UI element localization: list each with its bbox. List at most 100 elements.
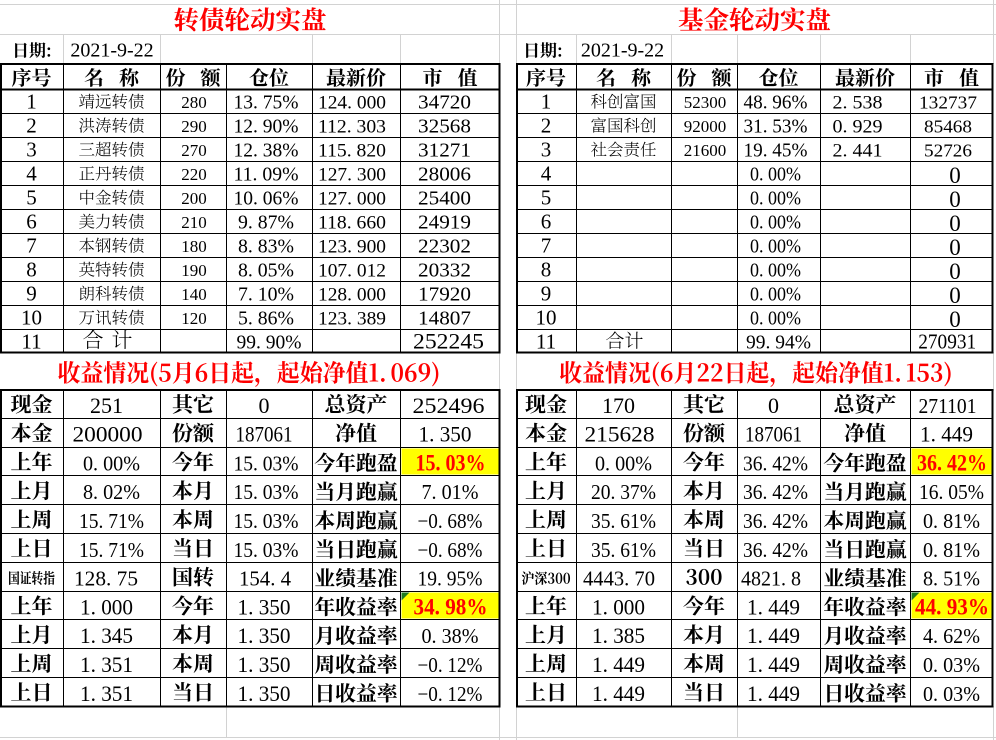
- svg-text:0. 00%: 0. 00%: [750, 212, 801, 234]
- svg-text:6: 6: [26, 210, 37, 234]
- svg-text:0: 0: [949, 163, 961, 188]
- svg-text:0. 03%: 0. 03%: [923, 682, 980, 706]
- svg-text:3: 3: [26, 138, 37, 162]
- svg-text:2021-9-22: 2021-9-22: [581, 40, 664, 62]
- svg-text:−0. 68%: −0. 68%: [418, 538, 483, 562]
- svg-text:31. 53%: 31. 53%: [744, 116, 808, 138]
- svg-text:220: 220: [181, 165, 207, 184]
- svg-text:280: 280: [181, 93, 207, 112]
- svg-text:20. 37%: 20. 37%: [591, 480, 656, 504]
- svg-text:15. 71%: 15. 71%: [79, 509, 144, 533]
- svg-text:154. 4: 154. 4: [239, 567, 291, 591]
- svg-text:24919: 24919: [418, 212, 471, 234]
- svg-text:290: 290: [181, 117, 207, 136]
- svg-text:252496: 252496: [413, 393, 485, 418]
- svg-text:9: 9: [541, 282, 552, 306]
- svg-text:36. 42%: 36. 42%: [917, 450, 987, 475]
- svg-text:15. 71%: 15. 71%: [79, 538, 144, 562]
- svg-text:0: 0: [949, 187, 961, 212]
- svg-text:1. 350: 1. 350: [419, 422, 472, 447]
- svg-text:190: 190: [181, 261, 207, 280]
- svg-text:2: 2: [541, 114, 552, 138]
- svg-text:1. 351: 1. 351: [80, 681, 133, 706]
- svg-text:11: 11: [21, 330, 41, 354]
- svg-text:4. 62%: 4. 62%: [923, 624, 980, 648]
- svg-text:7: 7: [541, 234, 552, 258]
- svg-text:115. 820: 115. 820: [318, 141, 386, 162]
- svg-text:0. 00%: 0. 00%: [83, 451, 140, 475]
- svg-text:10: 10: [536, 306, 557, 330]
- svg-text:12. 90%: 12. 90%: [234, 116, 299, 138]
- svg-text:252245: 252245: [413, 329, 484, 354]
- svg-text:22302: 22302: [418, 236, 471, 258]
- svg-text:17920: 17920: [418, 284, 471, 306]
- svg-text:−0. 12%: −0. 12%: [418, 653, 483, 677]
- svg-text:127. 300: 127. 300: [318, 165, 386, 186]
- svg-text:15. 03%: 15. 03%: [234, 509, 299, 533]
- svg-text:8: 8: [26, 258, 37, 282]
- svg-text:5: 5: [541, 186, 552, 210]
- svg-text:1. 350: 1. 350: [238, 594, 291, 619]
- svg-text:10: 10: [21, 306, 42, 330]
- svg-text:0. 929: 0. 929: [833, 117, 883, 138]
- svg-text:36. 42%: 36. 42%: [743, 538, 808, 562]
- svg-text:0. 00%: 0. 00%: [595, 451, 652, 475]
- svg-text:4821. 8: 4821. 8: [741, 567, 801, 591]
- svg-text:2021-9-22: 2021-9-22: [70, 40, 153, 62]
- svg-text:0: 0: [259, 393, 270, 418]
- svg-text:4443. 70: 4443. 70: [583, 567, 655, 591]
- svg-text:28006: 28006: [418, 164, 471, 186]
- svg-text:120: 120: [181, 309, 207, 328]
- svg-text:0: 0: [949, 307, 961, 332]
- svg-text:8: 8: [541, 258, 552, 282]
- svg-text:1. 385: 1. 385: [592, 623, 645, 648]
- svg-text:251: 251: [90, 393, 123, 418]
- svg-text:0. 00%: 0. 00%: [750, 236, 801, 258]
- svg-text:124. 000: 124. 000: [318, 93, 386, 114]
- svg-text:1. 345: 1. 345: [80, 623, 133, 648]
- svg-text:2: 2: [26, 114, 37, 138]
- svg-text:200000: 200000: [73, 422, 143, 447]
- svg-text:15. 03%: 15. 03%: [234, 480, 299, 504]
- svg-text:1: 1: [26, 90, 37, 114]
- svg-text:8. 02%: 8. 02%: [83, 480, 140, 504]
- svg-text:270: 270: [181, 141, 207, 160]
- svg-text:36. 42%: 36. 42%: [743, 451, 808, 475]
- svg-text:12. 38%: 12. 38%: [234, 140, 299, 162]
- svg-text:140: 140: [181, 285, 207, 304]
- svg-text:1. 350: 1. 350: [238, 681, 291, 706]
- svg-text:99. 90%: 99. 90%: [237, 332, 302, 354]
- svg-text:−0. 68%: −0. 68%: [418, 509, 483, 533]
- svg-text:25400: 25400: [418, 188, 471, 210]
- svg-text:0. 00%: 0. 00%: [750, 188, 801, 210]
- svg-text:4: 4: [26, 162, 37, 186]
- svg-text:8. 05%: 8. 05%: [238, 260, 294, 282]
- svg-text:123. 389: 123. 389: [318, 309, 386, 330]
- svg-text:187061: 187061: [236, 422, 293, 447]
- svg-text:128. 000: 128. 000: [318, 285, 386, 306]
- svg-text:85468: 85468: [924, 117, 972, 137]
- svg-text:1. 449: 1. 449: [592, 681, 645, 706]
- svg-text:112. 303: 112. 303: [318, 117, 386, 138]
- svg-text:3: 3: [541, 138, 552, 162]
- svg-text:187061: 187061: [745, 422, 802, 447]
- svg-text:1. 350: 1. 350: [238, 652, 291, 677]
- svg-text:19. 45%: 19. 45%: [744, 140, 808, 162]
- svg-text:270931: 270931: [918, 330, 976, 354]
- svg-text:1. 000: 1. 000: [80, 594, 133, 619]
- svg-text:1. 449: 1. 449: [920, 422, 973, 447]
- svg-text:1. 449: 1. 449: [747, 594, 800, 619]
- svg-text:123. 900: 123. 900: [318, 237, 386, 258]
- svg-text:21600: 21600: [684, 141, 727, 160]
- svg-text:1. 449: 1. 449: [747, 652, 800, 677]
- svg-text:−0. 12%: −0. 12%: [418, 682, 483, 706]
- svg-text:8. 83%: 8. 83%: [238, 236, 294, 258]
- svg-text:200: 200: [181, 189, 207, 208]
- svg-text:0. 00%: 0. 00%: [750, 284, 801, 306]
- svg-text:0. 00%: 0. 00%: [750, 308, 801, 330]
- svg-text:127. 000: 127. 000: [318, 189, 386, 210]
- svg-text:13. 75%: 13. 75%: [234, 92, 299, 114]
- svg-text:20332: 20332: [418, 260, 471, 282]
- svg-text:128. 75: 128. 75: [74, 567, 138, 591]
- svg-text:15. 03%: 15. 03%: [234, 451, 299, 475]
